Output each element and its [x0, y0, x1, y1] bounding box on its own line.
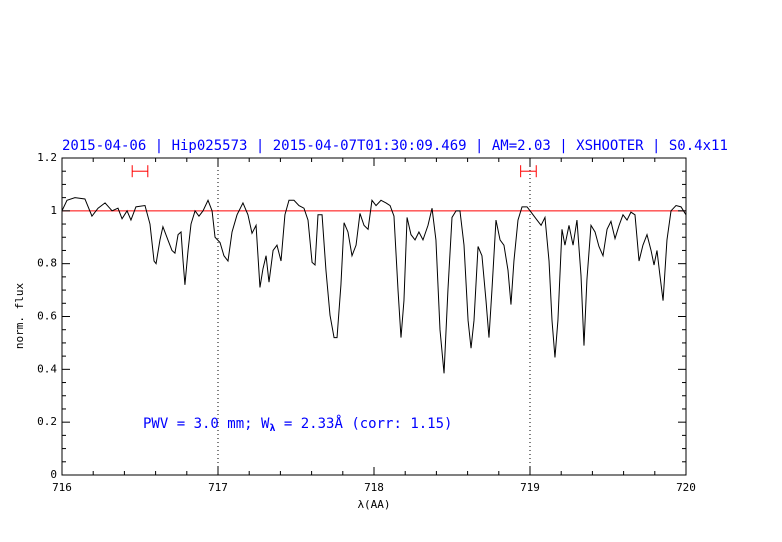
x-tick-label: 720 — [676, 481, 696, 494]
y-tick-label: 0.2 — [37, 415, 57, 428]
chart-title: 2015-04-06 | Hip025573 | 2015-04-07T01:3… — [62, 138, 728, 154]
annotation: PWV = 3.0 mm; Wλ = 2.33Å (corr: 1.15) — [143, 415, 452, 434]
range-marker — [131, 165, 149, 178]
y-tick-label: 1 — [50, 204, 57, 217]
x-axis-label: λ(AA) — [357, 498, 390, 511]
x-tick-label: 717 — [208, 481, 228, 494]
y-tick-label: 0.4 — [37, 362, 57, 375]
spectrum-line — [61, 197, 687, 374]
annotation-subscript: λ — [269, 423, 275, 434]
x-tick-label: 716 — [52, 481, 72, 494]
y-tick-label: 0.8 — [37, 257, 57, 270]
y-tick-label: 1.2 — [37, 151, 57, 164]
y-tick-label: 0 — [50, 468, 57, 481]
range-marker — [520, 165, 537, 178]
annotation-text: PWV = 3.0 mm; W — [143, 416, 270, 432]
y-tick-label: 0.6 — [37, 310, 57, 323]
y-axis-label: norm. flux — [13, 283, 26, 350]
x-tick-label: 719 — [520, 481, 540, 494]
annotation-text: = 2.33Å (corr: 1.15) — [275, 415, 452, 432]
plot-frame — [61, 157, 687, 476]
x-tick-label: 718 — [364, 481, 384, 494]
